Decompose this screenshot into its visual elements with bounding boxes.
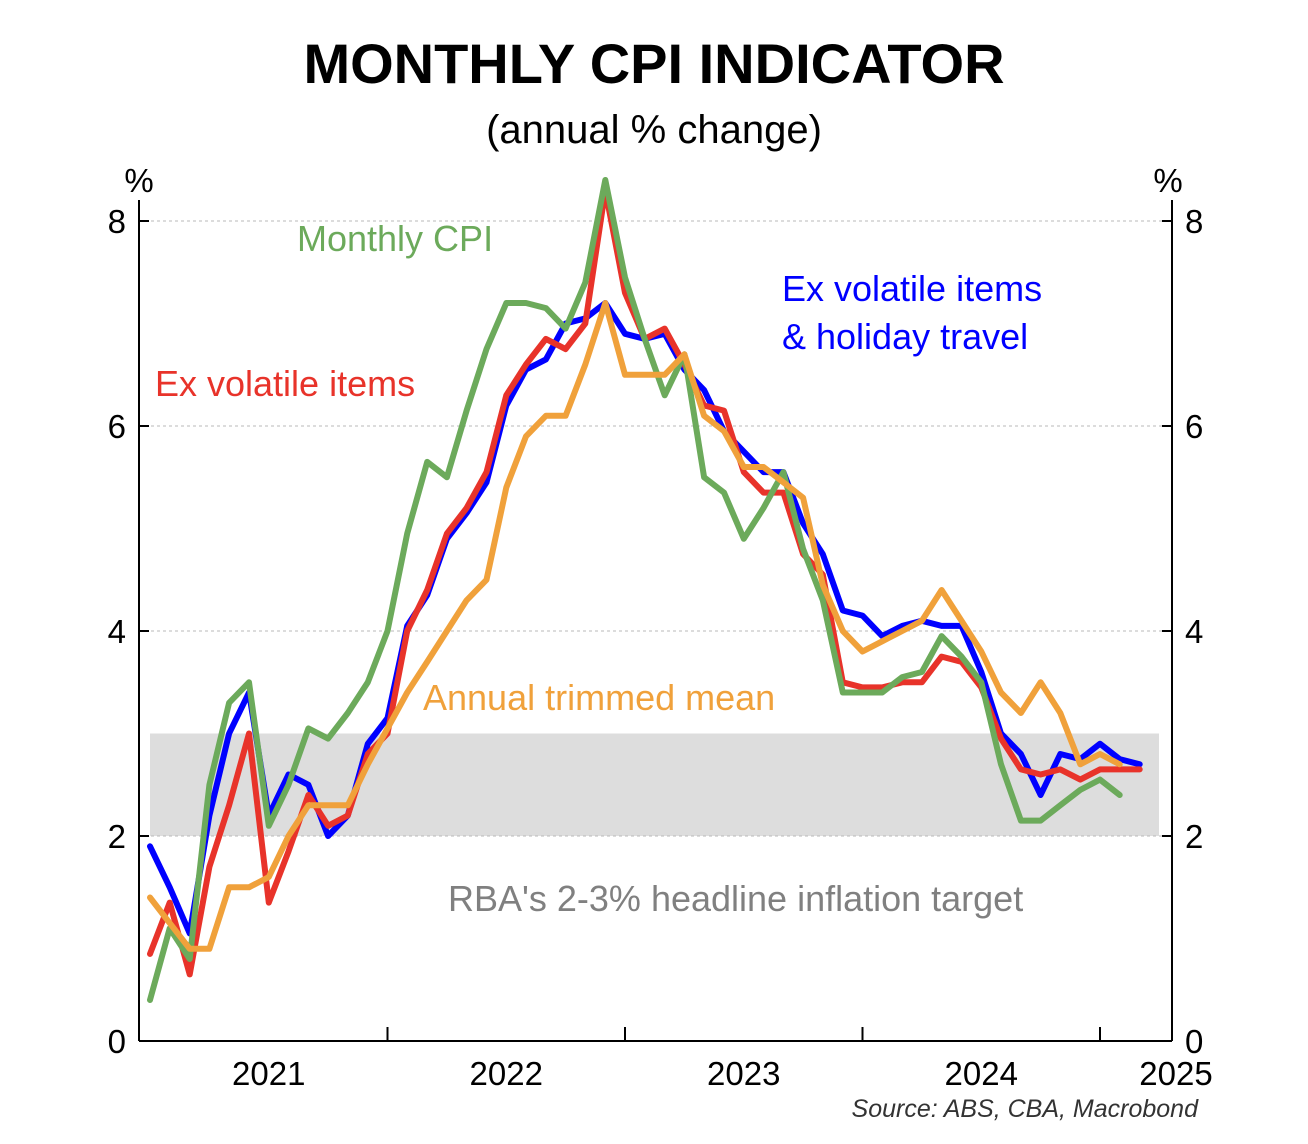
label-ex-volatile-holiday-line2: & holiday travel xyxy=(782,316,1028,357)
x-tick-label: 2023 xyxy=(707,1055,780,1092)
label-monthly-cpi: Monthly CPI xyxy=(297,218,493,259)
y-tick-label-right: 6 xyxy=(1185,408,1203,445)
x-ticks: 2021 2022 2023 2024 2025 xyxy=(232,1027,1213,1092)
y-unit-right: % xyxy=(1153,162,1182,199)
x-tick-label: 2024 xyxy=(945,1055,1018,1092)
y-tick-label-left: 2 xyxy=(108,818,126,855)
y-ticks: 0 0 2 2 4 4 6 6 8 8 xyxy=(108,203,1204,1060)
y-tick-label-left: 4 xyxy=(108,613,126,650)
label-trimmed-mean: Annual trimmed mean xyxy=(423,677,775,718)
y-tick-label-left: 0 xyxy=(108,1023,126,1060)
target-band xyxy=(150,733,1159,836)
y-tick-label-right: 8 xyxy=(1185,203,1203,240)
gridlines xyxy=(139,220,1172,837)
band-label: RBA's 2-3% headline inflation target xyxy=(448,878,1023,919)
y-unit-left: % xyxy=(124,162,153,199)
series-trimmed-mean xyxy=(147,300,1123,952)
chart-subtitle: (annual % change) xyxy=(486,108,822,152)
y-tick-label-right: 2 xyxy=(1185,818,1203,855)
series-lines xyxy=(147,177,1143,1003)
source-note: Source: ABS, CBA, Macrobond xyxy=(852,1095,1200,1123)
label-ex-volatile: Ex volatile items xyxy=(155,363,415,404)
series-monthly-cpi xyxy=(147,177,1123,1003)
x-tick-label: 2025 xyxy=(1139,1055,1212,1092)
x-tick-label: 2022 xyxy=(470,1055,543,1092)
chart-title: MONTHLY CPI INDICATOR xyxy=(303,32,1004,95)
y-tick-label-right: 0 xyxy=(1185,1023,1203,1060)
x-tick-label: 2021 xyxy=(232,1055,305,1092)
y-tick-label-right: 4 xyxy=(1185,613,1203,650)
y-tick-label-left: 6 xyxy=(108,408,126,445)
y-tick-label-left: 8 xyxy=(108,203,126,240)
label-ex-volatile-holiday-line1: Ex volatile items xyxy=(782,268,1042,309)
